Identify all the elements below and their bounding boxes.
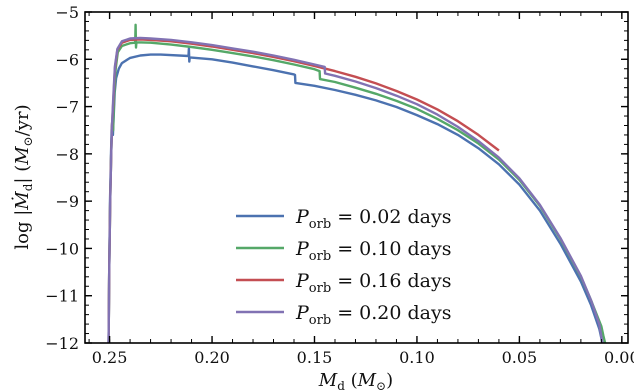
y-tick-label: −6 [55, 50, 79, 69]
y-tick-label: −9 [55, 192, 79, 211]
y-tick-label: −5 [55, 3, 79, 22]
legend-label-2: Porb = 0.16 days [295, 270, 452, 296]
legend-label-1: Porb = 0.10 days [295, 238, 452, 264]
series-line-3 [107, 36, 604, 343]
x-tick-label: 0.00 [604, 348, 634, 367]
x-tick-label: 0.20 [194, 348, 230, 367]
x-axis-label: Md (M⊙) [318, 370, 393, 392]
legend-label-0: Porb = 0.02 days [295, 206, 452, 232]
plot-frame [84, 11, 629, 344]
y-tick-label: −10 [45, 239, 79, 258]
ticks-layer: 0.25 0.20 0.15 0.10 0.05 0.00 −12 −11 −10 −9 −8 −7 −… [45, 3, 634, 367]
x-tick-label: 0.15 [297, 348, 333, 367]
x-tick-label: 0.05 [502, 348, 538, 367]
y-axis-label: log |Ṁd| (M⊙/yr) [10, 104, 35, 249]
series-layer [107, 23, 607, 343]
y-tick-label: −7 [55, 98, 79, 117]
legend: Porb = 0.02 days Porb = 0.10 days Porb = 0… [236, 206, 452, 328]
plot-background [85, 12, 628, 343]
y-tick-label: −11 [45, 287, 79, 306]
y-tick-label: −8 [55, 145, 79, 164]
legend-label-3: Porb = 0.20 days [295, 302, 452, 328]
y-tick-label: −12 [45, 334, 79, 353]
x-tick-label: 0.25 [92, 348, 128, 367]
x-tick-label: 0.10 [399, 348, 435, 367]
